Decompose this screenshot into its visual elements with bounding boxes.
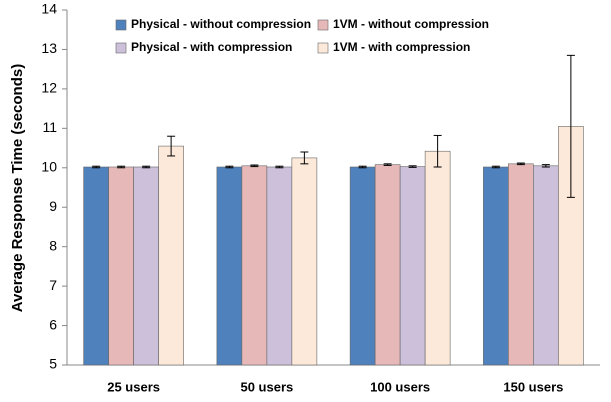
error-bar <box>117 165 126 169</box>
bar <box>133 166 159 366</box>
error-bar <box>541 164 550 168</box>
bar <box>374 164 401 366</box>
error-bar <box>167 135 176 157</box>
error-bar <box>408 165 417 168</box>
legend-label: Physical - with compression <box>131 40 292 54</box>
legend-swatch <box>115 42 127 54</box>
error-bar <box>433 134 442 168</box>
x-tick-label: 25 users <box>107 379 160 394</box>
error-bar <box>300 151 309 165</box>
error-bar <box>516 162 525 166</box>
bar <box>266 166 293 366</box>
x-tick-label: 50 users <box>240 379 293 394</box>
error-bar <box>491 165 500 169</box>
legend-label: 1VM - with compression <box>333 40 470 54</box>
y-tick-label: 14 <box>41 1 57 17</box>
bar <box>158 145 184 366</box>
error-bar <box>566 54 575 198</box>
y-tick-label: 12 <box>41 80 57 96</box>
legend-swatch <box>317 19 329 31</box>
x-tick-label: 150 users <box>503 379 563 394</box>
y-tick-label: 7 <box>49 277 57 293</box>
bar <box>399 166 426 366</box>
bar <box>533 165 559 366</box>
bar <box>291 157 318 366</box>
error-bar <box>383 163 392 166</box>
y-tick-label: 10 <box>41 158 57 174</box>
bar <box>83 166 109 366</box>
bar <box>508 163 534 366</box>
legend-label: Physical - without compression <box>131 17 311 31</box>
error-bar <box>92 165 101 169</box>
error-bar <box>358 165 367 169</box>
bar <box>483 166 509 366</box>
y-axis-title: Average Response Time (seconds) <box>9 64 26 312</box>
bar <box>349 166 376 366</box>
error-bar <box>275 165 284 169</box>
error-bar <box>225 165 234 169</box>
error-bar <box>250 164 259 168</box>
y-tick-label: 6 <box>49 316 57 332</box>
bar <box>241 165 268 366</box>
bar <box>216 166 243 366</box>
legend-swatch <box>115 19 127 31</box>
legend-swatch <box>317 42 329 54</box>
legend-label: 1VM - without compression <box>333 17 489 31</box>
bar <box>424 150 451 366</box>
y-tick-label: 13 <box>41 40 57 56</box>
y-tick-label: 11 <box>42 119 57 135</box>
y-tick-label: 5 <box>49 356 57 372</box>
bar <box>108 166 134 366</box>
y-tick-label: 9 <box>49 198 57 214</box>
y-tick-label: 8 <box>49 237 57 253</box>
x-tick-label: 100 users <box>370 379 430 394</box>
error-bar <box>142 165 151 169</box>
